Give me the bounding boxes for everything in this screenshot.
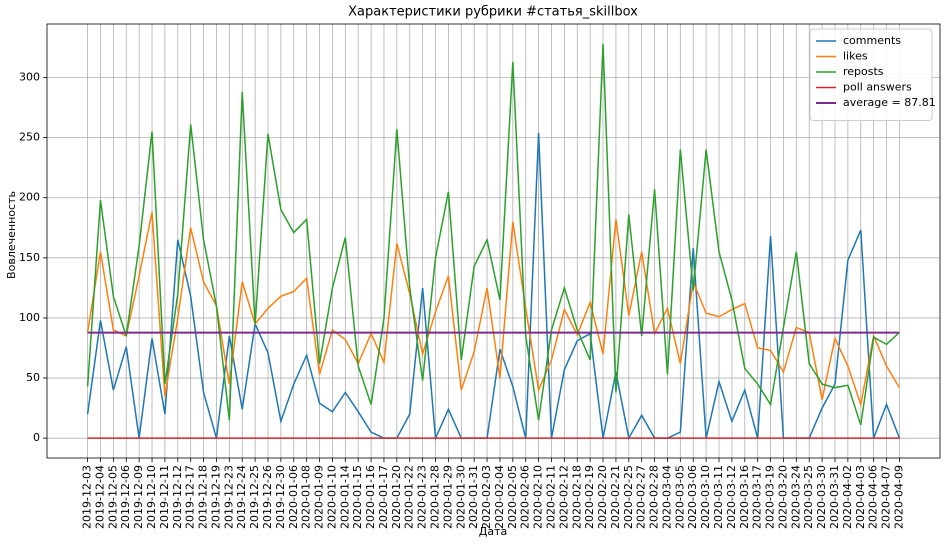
x-tick-label: 2020-03-05	[673, 465, 686, 529]
x-tick-label: 2020-01-06	[287, 465, 300, 529]
x-tick-label: 2020-02-25	[622, 465, 635, 529]
legend-label: reposts	[843, 65, 884, 78]
x-tick-label: 2020-04-03	[854, 465, 867, 529]
y-tick-label: 0	[33, 431, 40, 444]
chart-title: Характеристики рубрики #статья_skillbox	[348, 5, 638, 20]
x-tick-label: 2020-03-10	[699, 465, 712, 529]
y-tick-label: 150	[19, 251, 40, 264]
x-tick-label: 2019-12-26	[261, 465, 274, 529]
x-tick-label: 2020-02-10	[532, 465, 545, 529]
x-tick-label: 2020-03-11	[712, 465, 725, 529]
x-tick-label: 2020-03-06	[686, 465, 699, 529]
x-tick-label: 2020-04-06	[867, 465, 880, 529]
x-tick-label: 2020-03-17	[751, 465, 764, 529]
x-tick-label: 2020-01-17	[377, 465, 390, 529]
x-tick-label: 2020-03-24	[789, 465, 802, 529]
x-tick-label: 2020-01-14	[338, 465, 351, 529]
x-tick-label: 2020-01-31	[467, 465, 480, 529]
plot-frame	[46, 23, 941, 459]
x-tick-label: 2020-02-19	[583, 465, 596, 529]
x-tick-label: 2020-01-29	[441, 465, 454, 529]
x-tick-label: 2020-02-04	[493, 465, 506, 529]
x-tick-label: 2020-04-09	[892, 465, 905, 529]
x-tick-label: 2020-02-18	[570, 465, 583, 529]
x-tick-label: 2020-01-28	[429, 465, 442, 529]
x-tick-label: 2019-12-25	[248, 465, 261, 529]
x-tick-label: 2020-01-08	[300, 465, 313, 529]
y-tick-label: 200	[19, 191, 40, 204]
y-tick-label: 100	[19, 311, 40, 324]
x-tick-label: 2020-01-09	[313, 465, 326, 529]
x-tick-label: 2020-03-16	[738, 465, 751, 529]
x-tick-label: 2019-12-05	[106, 465, 119, 529]
x-tick-label: 2020-02-21	[609, 465, 622, 529]
x-tick-label: 2019-12-24	[235, 465, 248, 529]
x-tick-label: 2020-04-02	[841, 465, 854, 529]
x-tick-label: 2020-01-22	[403, 465, 416, 529]
x-tick-label: 2020-02-06	[519, 465, 532, 529]
x-tick-label: 2020-02-11	[544, 465, 557, 529]
x-tick-label: 2020-02-28	[648, 465, 661, 529]
series-line	[86, 43, 900, 426]
x-tick-label: 2020-01-16	[364, 465, 377, 529]
x-tick-label: 2020-03-04	[660, 465, 673, 529]
x-tick-label: 2019-12-12	[171, 465, 184, 529]
x-tick-label: 2019-12-17	[184, 465, 197, 529]
x-tick-label: 2019-12-19	[209, 465, 222, 529]
x-tick-label: 2019-12-03	[81, 465, 94, 529]
y-axis-label: Вовлеченность	[5, 191, 18, 279]
x-tick-label: 2020-01-15	[351, 465, 364, 529]
x-tick-label: 2020-01-10	[325, 465, 338, 529]
legend-label: average = 87.81	[843, 96, 936, 109]
y-tick-label: 300	[19, 70, 40, 83]
series-line	[86, 212, 901, 408]
x-tick-label: 2020-04-07	[880, 465, 893, 529]
y-tick-label: 50	[26, 371, 40, 384]
x-tick-label: 2020-02-27	[635, 465, 648, 529]
x-tick-label: 2020-03-19	[764, 465, 777, 529]
series-line	[86, 132, 901, 442]
x-tick-label: 2019-12-04	[93, 465, 106, 529]
legend-box	[809, 28, 933, 121]
x-axis-label: Дата	[479, 525, 507, 538]
x-tick-label: 2020-03-25	[802, 465, 815, 529]
x-tick-label: 2020-03-20	[776, 465, 789, 529]
x-tick-label: 2020-01-23	[416, 465, 429, 529]
legend-label: comments	[843, 34, 901, 47]
legend-label: likes	[843, 50, 868, 63]
x-tick-label: 2020-01-30	[454, 465, 467, 529]
x-tick-label: 2019-12-18	[197, 465, 210, 529]
x-tick-label: 2019-12-09	[132, 465, 145, 529]
x-tick-label: 2020-03-12	[725, 465, 738, 529]
x-tick-label: 2020-02-20	[596, 465, 609, 529]
x-tick-label: 2020-03-31	[828, 465, 841, 529]
x-tick-label: 2019-12-23	[222, 465, 235, 529]
x-tick-label: 2020-02-03	[480, 465, 493, 529]
x-tick-label: 2020-01-20	[390, 465, 403, 529]
x-tick-label: 2019-12-11	[158, 465, 171, 529]
x-tick-label: 2019-12-10	[145, 465, 158, 529]
x-tick-label: 2020-02-12	[557, 465, 570, 529]
y-tick-label: 250	[19, 131, 40, 144]
x-tick-label: 2019-12-30	[274, 465, 287, 529]
x-tick-label: 2019-12-06	[119, 465, 132, 529]
x-tick-label: 2020-03-30	[815, 465, 828, 529]
legend-label: poll answers	[843, 81, 912, 94]
x-tick-label: 2020-02-05	[506, 465, 519, 529]
